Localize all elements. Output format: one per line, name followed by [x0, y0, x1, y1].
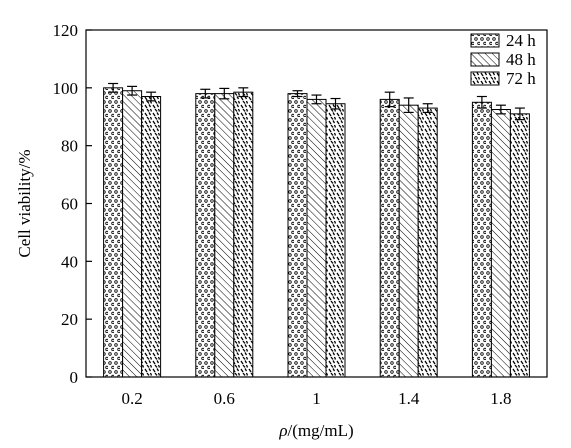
bar-24h-1.8 [471, 101, 492, 378]
x-axis: 0.2 0.6 1 1.4 1.8 [121, 389, 511, 408]
legend-swatch [470, 52, 500, 67]
bar-24h-1 [287, 93, 308, 378]
bar-72h-1.4 [417, 107, 438, 378]
bar-72h-0.2 [141, 96, 162, 378]
legend-swatch [470, 71, 500, 86]
y-tick-label: 120 [53, 21, 79, 40]
bar-24h-1.4 [379, 98, 400, 378]
y-tick-label: 20 [61, 310, 78, 329]
bar-48h-0.2 [122, 90, 143, 378]
bar-72h-1.8 [509, 113, 530, 378]
legend: 24 h48 h72 h [470, 31, 536, 88]
x-axis-title-symbol: ρ [278, 421, 287, 440]
x-tick-label: 0.6 [214, 389, 235, 408]
errorbars-layer [108, 82, 525, 121]
y-tick-label: 40 [61, 252, 78, 271]
y-tick-label: 100 [53, 79, 79, 98]
x-axis-title: ρ/(mg/mL) [278, 421, 353, 440]
x-tick-label: 0.2 [121, 389, 142, 408]
bar-72h-0.6 [233, 91, 254, 378]
bar-24h-0.2 [103, 87, 124, 378]
y-tick-label: 0 [70, 368, 79, 387]
legend-label: 72 h [506, 69, 536, 88]
bar-48h-0.6 [214, 93, 235, 378]
x-tick-label: 1.8 [490, 389, 511, 408]
y-axis: 0 20 40 60 80 100 120 [53, 21, 92, 387]
bars-layer [103, 87, 530, 378]
legend-label: 48 h [506, 50, 536, 69]
bar-24h-0.6 [195, 93, 216, 378]
bar-48h-1.4 [398, 104, 419, 378]
legend-swatch [470, 33, 500, 48]
x-tick-label: 1.4 [398, 389, 420, 408]
y-axis-title: Cell viability/% [15, 149, 34, 257]
x-axis-title-unit: /(mg/mL) [288, 421, 354, 440]
bar-48h-1 [306, 98, 327, 378]
y-tick-label: 60 [61, 195, 78, 214]
legend-label: 24 h [506, 31, 536, 50]
bar-72h-1 [325, 103, 346, 378]
y-tick-label: 80 [61, 137, 78, 156]
bar-48h-1.8 [490, 109, 511, 378]
x-tick-label: 1 [312, 389, 321, 408]
